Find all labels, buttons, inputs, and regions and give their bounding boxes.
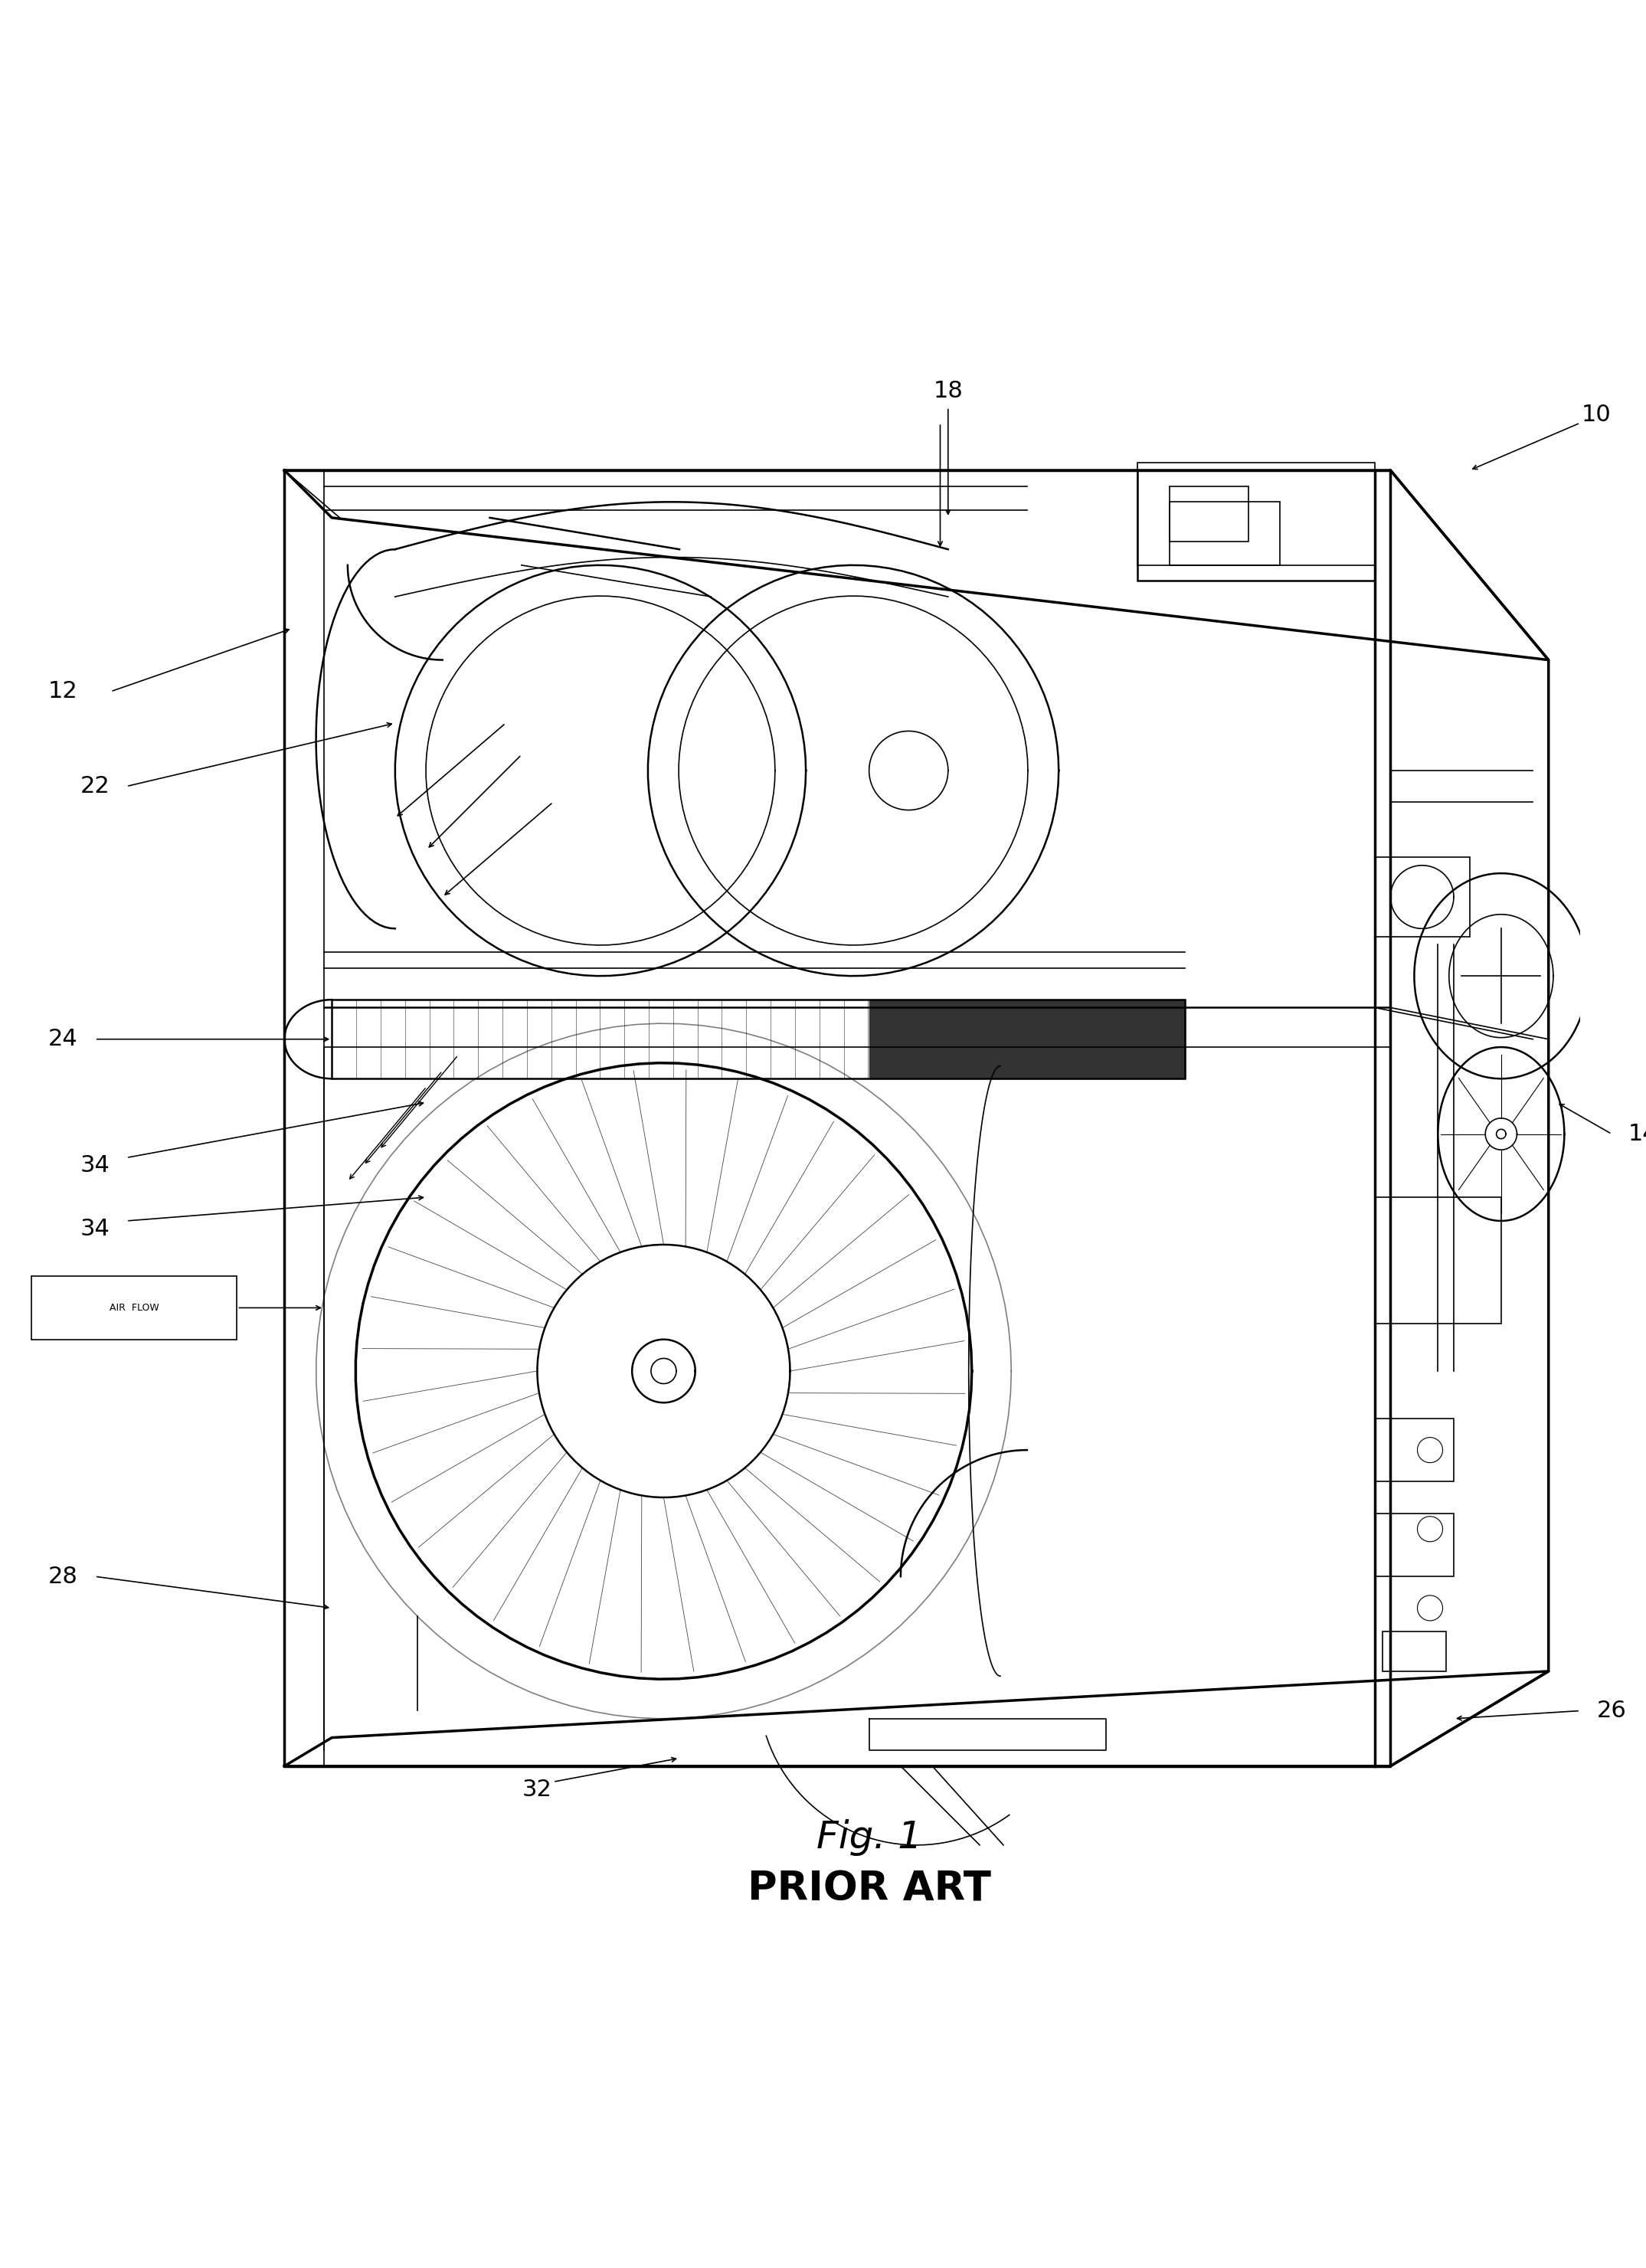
Text: 10: 10 (1582, 404, 1611, 426)
Text: 24: 24 (48, 1027, 77, 1050)
Bar (31, 1277, 237, 1340)
Bar (1137, 463, 1374, 565)
Bar (1383, 1631, 1445, 1672)
Text: 34: 34 (81, 1218, 110, 1241)
Bar (869, 1000, 1185, 1080)
Text: 22: 22 (81, 776, 110, 798)
Text: 26: 26 (1597, 1699, 1626, 1721)
Bar (1374, 1513, 1453, 1576)
Text: 32: 32 (522, 1778, 551, 1801)
Text: 14: 14 (1628, 1123, 1646, 1145)
Bar (1374, 1198, 1501, 1325)
Text: 28: 28 (48, 1565, 77, 1588)
Text: AIR  FLOW: AIR FLOW (110, 1302, 160, 1313)
Text: 12: 12 (48, 680, 77, 703)
Bar (1169, 485, 1248, 542)
Bar (1169, 501, 1281, 565)
Text: 18: 18 (933, 381, 963, 401)
Bar (1137, 469, 1374, 581)
Bar (1374, 857, 1470, 937)
Bar (1374, 1418, 1453, 1481)
Bar (332, 1000, 1185, 1080)
Text: PRIOR ART: PRIOR ART (747, 1869, 991, 1910)
Text: Fig. 1: Fig. 1 (816, 1819, 922, 1855)
Text: 34: 34 (81, 1154, 110, 1177)
